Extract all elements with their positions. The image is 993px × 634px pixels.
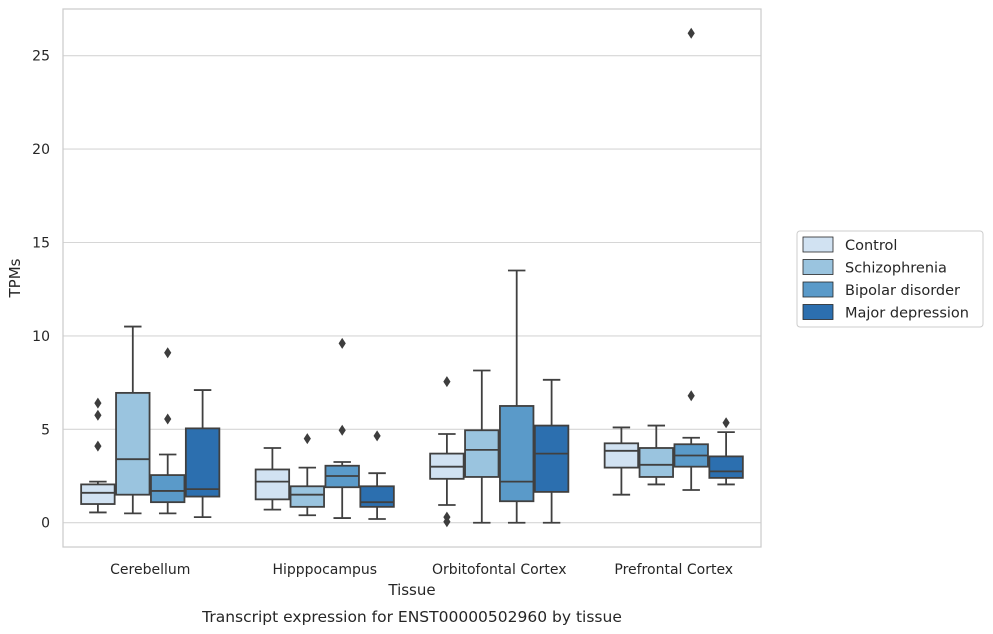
y-tick-label: 10 bbox=[32, 329, 50, 345]
box-3-2 bbox=[324, 337, 360, 519]
legend: Control Schizophrenia Bipolar disorder Majo… bbox=[796, 230, 984, 328]
outlier-point bbox=[338, 337, 346, 349]
x-tick-label: Orbitofontal Cortex bbox=[432, 562, 567, 578]
iqr-box bbox=[150, 474, 186, 504]
outlier-point bbox=[687, 27, 695, 39]
y-tick-label: 20 bbox=[32, 142, 50, 158]
y-axis-ticks: 0 5 10 15 20 25 bbox=[32, 49, 50, 532]
y-tick-label: 15 bbox=[32, 236, 50, 252]
box-3-4 bbox=[673, 27, 709, 491]
legend-frame bbox=[796, 230, 984, 328]
x-tick-label: Cerebellum bbox=[110, 562, 190, 578]
legend-label: Bipolar disorder bbox=[845, 283, 960, 299]
iqr-box bbox=[289, 485, 325, 508]
y-tick-label: 25 bbox=[32, 49, 50, 65]
iqr-box bbox=[80, 483, 116, 505]
x-axis-ticks: Cerebellum Hipppocampus Orbitofontal Corte… bbox=[110, 562, 733, 578]
outlier-point bbox=[164, 413, 172, 425]
box-3-3 bbox=[499, 269, 535, 524]
outlier-point bbox=[443, 516, 451, 528]
outlier-point bbox=[722, 417, 730, 429]
legend-label: Major depression bbox=[845, 306, 969, 322]
outlier-point bbox=[373, 430, 381, 442]
iqr-box bbox=[533, 424, 570, 493]
legend-label: Control bbox=[845, 238, 897, 254]
gridlines bbox=[63, 55, 761, 524]
box-1-3 bbox=[429, 376, 465, 528]
outlier-point bbox=[94, 440, 102, 452]
iqr-box bbox=[254, 468, 291, 501]
chart-caption: Transcript expression for ENST0000050296… bbox=[201, 608, 622, 626]
x-axis-title: Tissue bbox=[387, 581, 435, 599]
box-3-1 bbox=[150, 347, 186, 515]
y-axis-title: TPMs bbox=[6, 258, 24, 298]
box-2-4 bbox=[638, 424, 674, 486]
iqr-box bbox=[464, 429, 500, 478]
box-2-2 bbox=[289, 433, 325, 517]
iqr-box bbox=[184, 427, 221, 498]
box-4-3 bbox=[533, 378, 570, 524]
box-4-4 bbox=[708, 417, 744, 486]
iqr-box bbox=[499, 405, 535, 503]
box-1-4 bbox=[603, 426, 640, 496]
legend-swatch bbox=[802, 281, 834, 298]
box-1-2 bbox=[254, 447, 291, 511]
box-2-1 bbox=[115, 325, 151, 515]
x-tick-label: Hipppocampus bbox=[272, 562, 377, 578]
outlier-point bbox=[94, 409, 102, 421]
outlier-point bbox=[303, 433, 311, 445]
y-tick-label: 5 bbox=[41, 422, 50, 438]
legend-swatch bbox=[802, 259, 834, 275]
outlier-point bbox=[443, 376, 451, 388]
box-plot-series bbox=[80, 27, 744, 528]
outlier-point bbox=[687, 390, 695, 402]
iqr-box bbox=[708, 455, 744, 479]
outlier-point bbox=[338, 424, 346, 436]
plot-area-frame bbox=[62, 8, 762, 548]
box-2-3 bbox=[464, 369, 500, 524]
iqr-box bbox=[603, 442, 640, 469]
legend-label: Schizophrenia bbox=[845, 261, 947, 277]
legend-swatch bbox=[802, 236, 834, 253]
box-4-2 bbox=[359, 430, 395, 520]
iqr-box bbox=[359, 485, 395, 508]
outlier-point bbox=[94, 397, 102, 409]
y-tick-label: 0 bbox=[41, 516, 50, 532]
box-1-1 bbox=[80, 397, 116, 514]
x-tick-label: Prefrontal Cortex bbox=[614, 562, 733, 578]
outlier-point bbox=[164, 347, 172, 359]
box-4-1 bbox=[184, 389, 221, 519]
iqr-box bbox=[115, 391, 151, 496]
iqr-box bbox=[638, 447, 674, 478]
legend-swatch bbox=[802, 304, 834, 320]
